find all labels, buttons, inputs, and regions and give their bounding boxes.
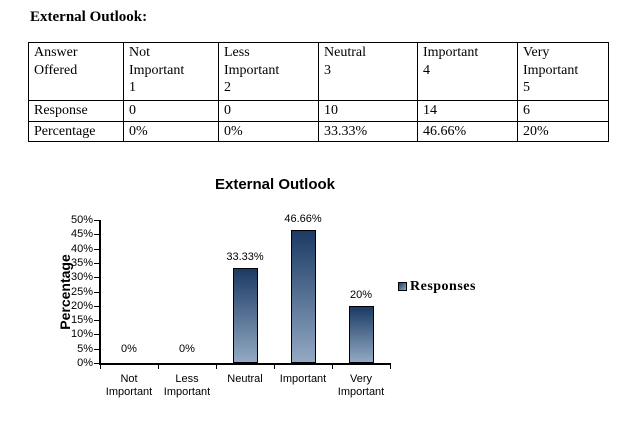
response-cell: 10 (318, 100, 418, 122)
x-axis-tick (158, 365, 159, 369)
y-axis-tick (94, 291, 99, 293)
results-table: Answer Offered Not Important 1 Less Impo… (28, 42, 609, 142)
y-axis-tick (94, 277, 99, 279)
y-axis-tick-label: 25% (70, 285, 93, 298)
y-axis-tick-label: 50% (70, 214, 93, 226)
y-axis-tick-label: 5% (77, 342, 93, 355)
category-label: Less Important (163, 373, 211, 398)
y-axis-tick-label: 40% (70, 242, 93, 255)
y-axis-tick (94, 334, 99, 336)
header-cell-less-important: Less Important 2 (218, 42, 319, 101)
x-axis-line (99, 363, 391, 365)
x-axis-tick (100, 365, 101, 369)
bar-value-label: 0% (121, 343, 137, 355)
chart-legend: Responses (398, 279, 476, 294)
bar-value-label: 0% (179, 343, 195, 355)
percentage-cell: 20% (517, 120, 609, 142)
y-axis-tick (94, 305, 99, 307)
percentage-cell: 33.33% (318, 120, 418, 142)
y-axis-tick (94, 320, 99, 322)
header-cell-very-important: Very Important 5 (517, 42, 609, 101)
y-axis-tick (94, 363, 99, 364)
x-axis-tick (274, 365, 275, 369)
row-label: Response (28, 100, 124, 122)
category-label: Important (279, 373, 327, 385)
category-label: Not Important (105, 373, 153, 398)
table-row-response: Response 0 0 10 14 6 (28, 100, 609, 122)
y-axis-tick-label: 20% (70, 299, 93, 312)
y-axis-tick-label: 15% (70, 314, 93, 327)
y-axis-tick (94, 262, 99, 264)
y-axis-tick (94, 220, 99, 221)
y-axis-tick (94, 248, 99, 250)
bar-very-important (348, 306, 374, 363)
header-cell-important: Important 4 (417, 42, 518, 101)
y-axis-tick-label: 0% (77, 357, 93, 369)
y-axis-tick-label: 10% (70, 328, 93, 341)
bar-chart: External Outlook Percentage 0% 5% 10% 15% 20… (0, 170, 633, 405)
row-label: Percentage (28, 120, 124, 142)
bar-value-label: 20% (349, 289, 373, 301)
legend-label: Responses (410, 279, 476, 294)
category-label: Neutral (227, 373, 263, 385)
table-header-row: Answer Offered Not Important 1 Less Impo… (28, 42, 609, 101)
legend-swatch-responses (398, 282, 407, 291)
response-cell: 0 (218, 100, 319, 122)
category-label: Very Important (337, 373, 385, 398)
chart-title: External Outlook (214, 176, 336, 193)
bar-important (290, 230, 316, 363)
response-cell: 6 (517, 100, 609, 122)
x-axis-tick (332, 365, 333, 369)
response-cell: 14 (417, 100, 518, 122)
y-axis-line (99, 220, 101, 365)
bar-value-label: 33.33% (226, 251, 264, 263)
header-cell-answer-offered: Answer Offered (28, 42, 124, 101)
y-axis-tick (94, 234, 99, 236)
document-title: External Outlook: (30, 9, 148, 25)
y-axis-tick (94, 348, 99, 350)
y-axis-tick-label: 35% (70, 256, 93, 269)
x-axis-tick (216, 365, 217, 369)
response-cell: 0 (123, 100, 219, 122)
y-axis-tick-label: 30% (70, 271, 93, 284)
header-cell-not-important: Not Important 1 (123, 42, 219, 101)
header-cell-neutral: Neutral 3 (318, 42, 418, 101)
bar-neutral (232, 268, 258, 363)
percentage-cell: 46.66% (417, 120, 518, 142)
table-row-percentage: Percentage 0% 0% 33.33% 46.66% 20% (28, 120, 609, 142)
percentage-cell: 0% (218, 120, 319, 142)
y-axis-tick-label: 45% (70, 228, 93, 241)
bar-value-label: 46.66% (284, 213, 322, 225)
percentage-cell: 0% (123, 120, 219, 142)
x-axis-tick (390, 365, 391, 369)
